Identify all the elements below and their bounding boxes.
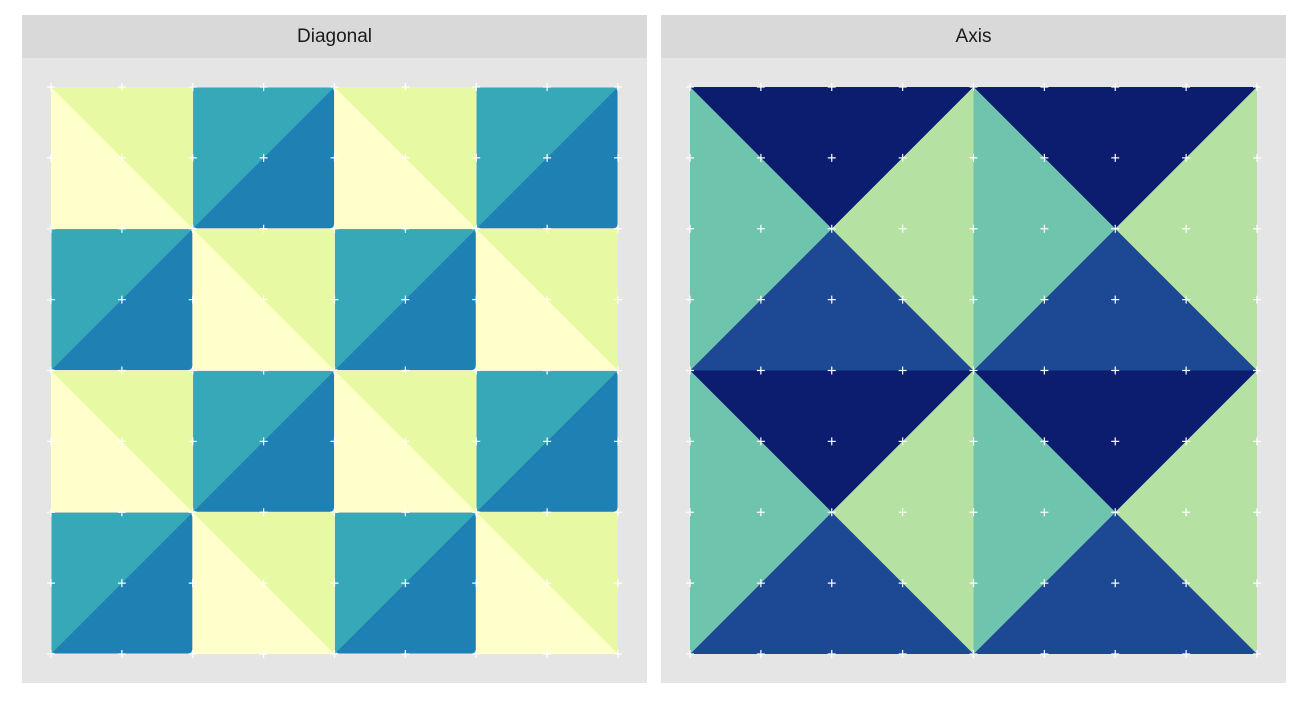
axis-plot — [661, 15, 1286, 683]
diagonal-plot — [22, 15, 647, 683]
facet-panel-axis: Axis — [661, 15, 1286, 683]
facet-panel-diagonal: Diagonal — [22, 15, 647, 683]
